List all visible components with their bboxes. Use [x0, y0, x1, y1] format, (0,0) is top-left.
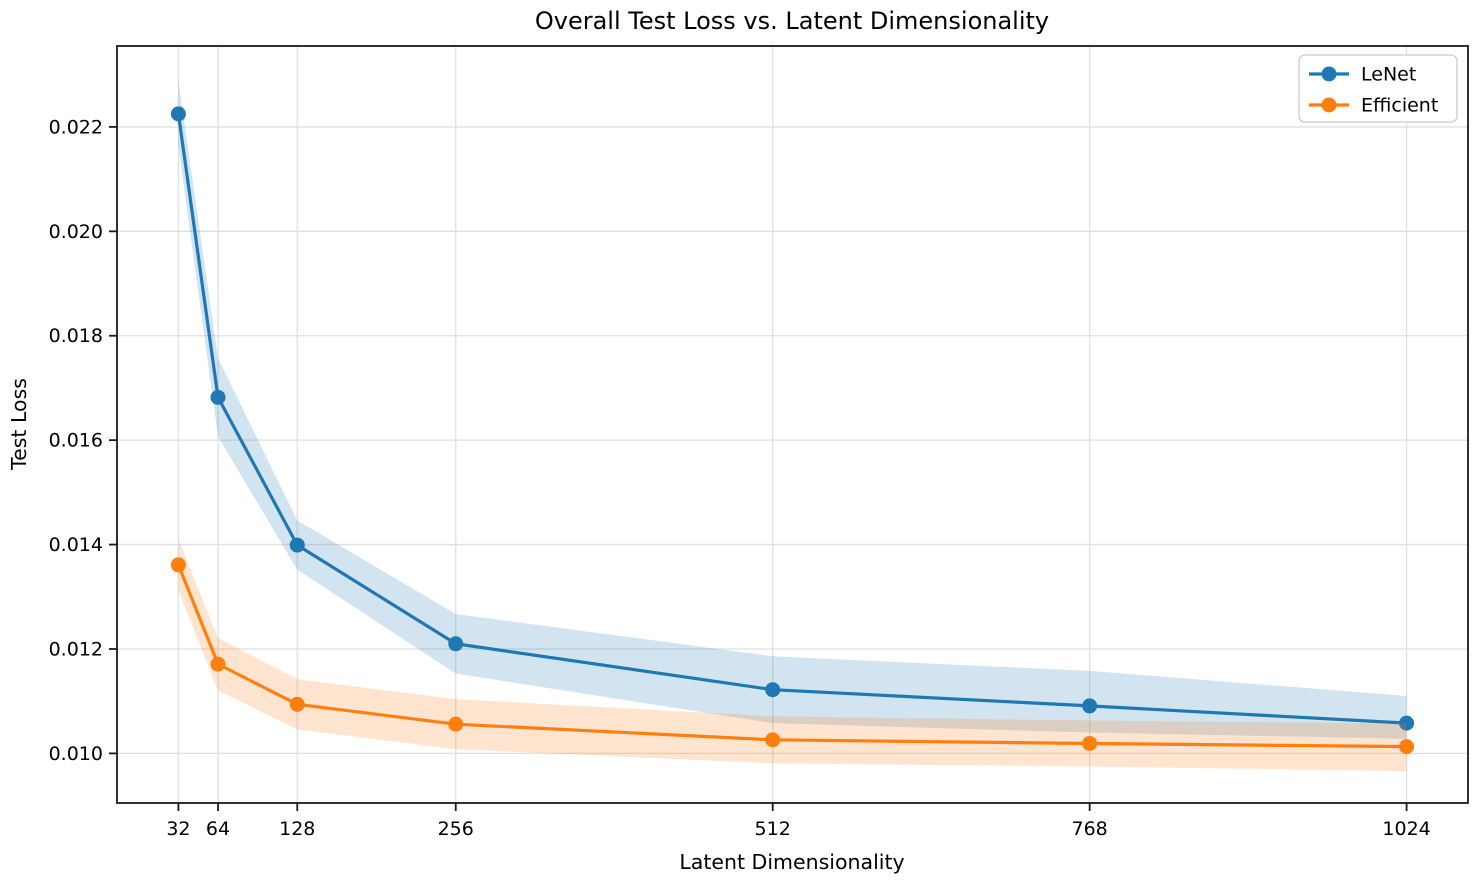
legend-items: LeNet Efficient [1309, 64, 1438, 117]
data-point-efficient [1082, 735, 1098, 751]
x-tick-label: 32 [166, 818, 190, 840]
legend-marker-sample [1321, 97, 1337, 113]
data-point-lenet [1399, 715, 1415, 731]
legend-label-efficient: Efficient [1361, 95, 1438, 117]
y-tick-label: 0.010 [49, 743, 103, 765]
data-point-lenet [765, 682, 781, 698]
x-tick-label: 1024 [1382, 818, 1430, 840]
x-tick-label: 512 [755, 818, 791, 840]
data-point-efficient [210, 656, 226, 672]
legend-label-lenet: LeNet [1361, 64, 1416, 86]
chart-title: Overall Test Loss vs. Latent Dimensional… [535, 7, 1049, 35]
confidence-band-efficient [178, 539, 1407, 772]
x-tick-label: 64 [206, 818, 230, 840]
y-tick-label: 0.022 [49, 116, 103, 138]
y-tick-label: 0.018 [49, 325, 103, 347]
data-point-efficient [289, 696, 305, 712]
data-point-lenet [210, 389, 226, 405]
legend: LeNet Efficient [1298, 54, 1458, 123]
x-axis-label: Latent Dimensionality [679, 850, 904, 874]
data-point-efficient [170, 557, 186, 573]
data-series [170, 80, 1415, 772]
data-point-lenet [448, 636, 464, 652]
data-point-efficient [448, 716, 464, 732]
y-tick-label: 0.014 [49, 534, 103, 556]
y-tick-label: 0.012 [49, 638, 103, 660]
legend-marker-sample [1321, 66, 1337, 82]
data-point-lenet [170, 106, 186, 122]
y-tick-label: 0.016 [49, 430, 103, 452]
plot-border [116, 45, 1469, 804]
data-point-lenet [1082, 698, 1098, 714]
gridlines [117, 46, 1468, 803]
y-tick-label: 0.020 [49, 221, 103, 243]
y-axis-label: Test Loss [7, 378, 31, 471]
x-tick-label: 256 [438, 818, 474, 840]
x-tick-label: 768 [1072, 818, 1108, 840]
data-point-lenet [289, 537, 305, 553]
data-point-efficient [765, 732, 781, 748]
x-tick-label: 128 [279, 818, 315, 840]
axis-ticks: 32 64 128 256 512 768 1024 0.010 0.012 0.014 0.016… [49, 116, 1431, 840]
data-point-efficient [1399, 739, 1415, 755]
